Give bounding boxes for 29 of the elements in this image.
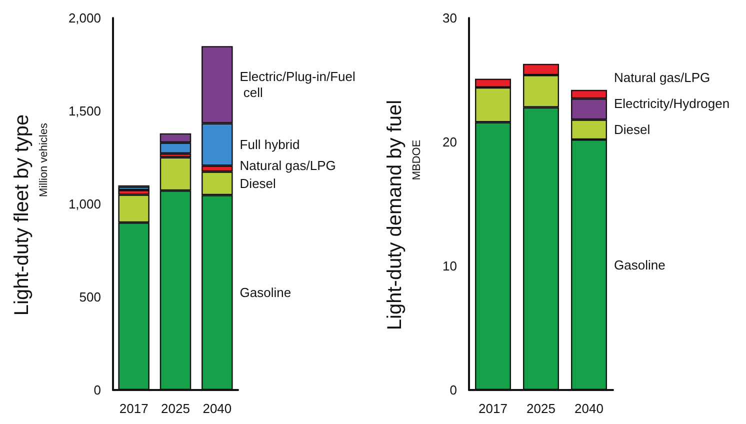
series-label: Electric/Plug-in/Fuel cell — [240, 69, 356, 100]
bar — [118, 186, 150, 190]
y-tick-label: 30 — [442, 10, 457, 26]
y-tick-label: 1,500 — [68, 104, 101, 118]
series-label: Full hybrid — [240, 136, 300, 152]
x-tick-label: 2017 — [478, 401, 508, 416]
series-label: Diesel — [240, 176, 276, 191]
y-tick-label: 0 — [94, 382, 101, 398]
y-tick-label: 10 — [442, 258, 457, 274]
x-tick-label: 2040 — [574, 401, 604, 416]
x-tick-label: 2017 — [119, 401, 148, 416]
series-label: Gasoline — [240, 285, 292, 300]
series-label: Gasoline — [614, 257, 666, 272]
y-tick-label: 0 — [450, 382, 457, 398]
series-label: Diesel — [614, 122, 650, 138]
text: MBDOE — [411, 140, 423, 180]
y-axis-title: Light-duty fleet by type — [11, 114, 33, 316]
y-tick-label: 2,000 — [68, 10, 101, 26]
y-axis-title: Light-duty demand by fuel — [384, 100, 406, 330]
x-tick-label: 2040 — [202, 401, 232, 416]
x-tick-label: 2025 — [526, 401, 556, 416]
series-label: Electricity/Hydrogen — [614, 96, 730, 112]
text: Million vehicles — [38, 122, 50, 197]
series-label: Natural gas/LPG — [240, 158, 336, 173]
x-tick-label: 2025 — [161, 401, 190, 416]
y-tick-label: 500 — [79, 290, 101, 304]
y-tick-label: 1,000 — [68, 196, 101, 212]
series-label: Natural gas/LPG — [614, 70, 710, 86]
y-tick-label: 20 — [442, 134, 457, 150]
